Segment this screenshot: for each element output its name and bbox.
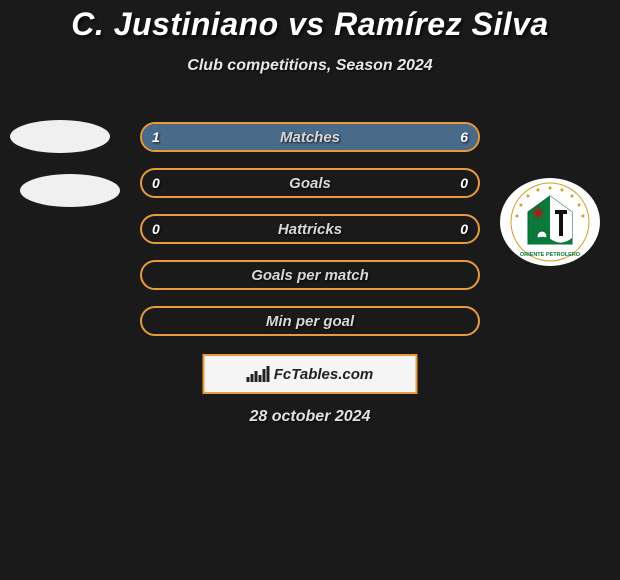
stat-value-left: 1 — [152, 129, 160, 145]
stat-label: Goals — [289, 175, 331, 192]
stat-value-right: 0 — [460, 175, 468, 191]
stat-value-right: 6 — [460, 129, 468, 145]
stat-fill-left — [142, 124, 189, 150]
page-title: C. Justiniano vs Ramírez Silva — [0, 0, 620, 43]
subtitle: Club competitions, Season 2024 — [0, 57, 620, 75]
stat-bar: 0 0 Hattricks — [140, 214, 480, 244]
stat-bar: 1 6 Matches — [140, 122, 480, 152]
brand-label: FcTables.com — [274, 366, 373, 383]
player1-club-badge-placeholder — [20, 174, 120, 207]
stat-bar: Goals per match — [140, 260, 480, 290]
stat-value-left: 0 — [152, 175, 160, 191]
stat-label: Matches — [280, 129, 340, 146]
svg-text:ORIENTE PETROLERO: ORIENTE PETROLERO — [520, 252, 581, 258]
stat-label: Goals per match — [251, 267, 369, 284]
stat-bar: 0 0 Goals — [140, 168, 480, 198]
source-brand-box: FcTables.com — [203, 354, 418, 394]
stat-bar: Min per goal — [140, 306, 480, 336]
stat-label: Hattricks — [278, 221, 342, 238]
stat-value-left: 0 — [152, 221, 160, 237]
date-label: 28 october 2024 — [0, 408, 620, 426]
player1-badge-placeholder — [10, 120, 110, 153]
stat-value-right: 0 — [460, 221, 468, 237]
oriente-petrolero-crest-icon: ORIENTE PETROLERO — [510, 182, 590, 262]
stat-label: Min per goal — [266, 313, 354, 330]
stats-container: 1 6 Matches 0 0 Goals 0 0 Hattricks Goals per mat… — [140, 122, 480, 352]
bar-chart-icon — [247, 366, 270, 382]
player2-club-badge: ORIENTE PETROLERO — [500, 178, 600, 266]
